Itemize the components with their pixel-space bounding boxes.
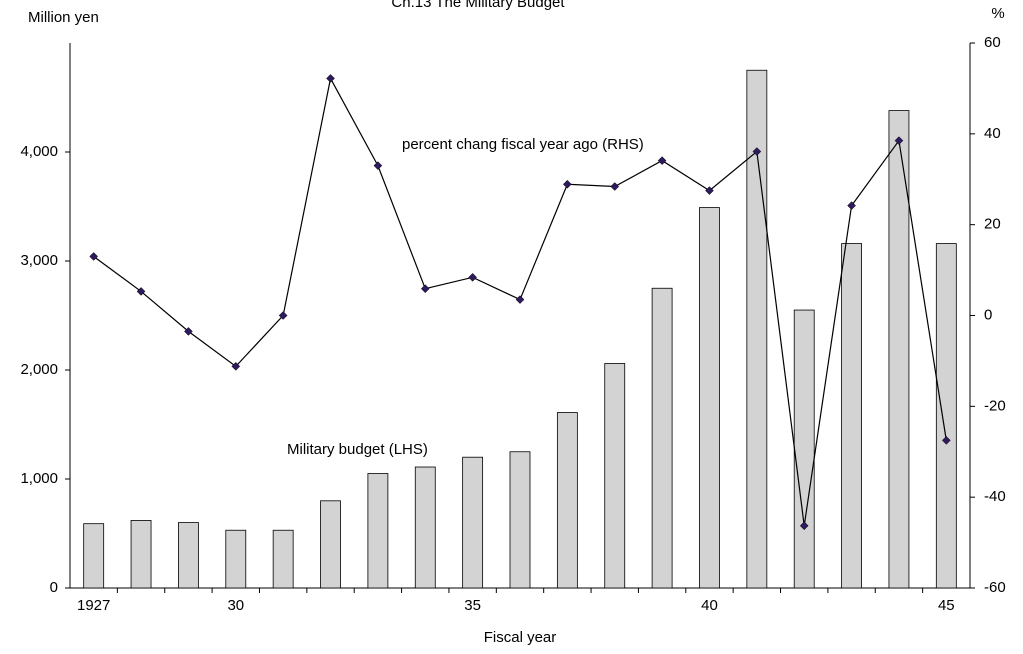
marker [420, 284, 430, 294]
y-tick-label: 2,000 [20, 361, 58, 378]
bar [320, 500, 341, 589]
y2-axis-label: % [991, 5, 1004, 22]
bar [462, 456, 484, 589]
bar [83, 523, 105, 589]
x-tick-label: 40 [701, 597, 718, 614]
series-label: percent chang fiscal year ago (RHS) [402, 136, 644, 153]
bar [272, 529, 294, 589]
bar [651, 287, 673, 589]
marker [278, 311, 288, 320]
bar [841, 243, 862, 589]
marker [941, 436, 951, 445]
marker [752, 147, 762, 156]
bar [225, 529, 247, 589]
y2-tick-label: -20 [984, 397, 1006, 414]
y2-tick-label: -60 [984, 579, 1006, 596]
marker [515, 295, 525, 304]
y2-tick-label: 40 [984, 125, 1001, 142]
y-tick-label: 1,000 [20, 470, 58, 487]
x-tick-label: 30 [227, 597, 244, 614]
y2-tick-label: 20 [984, 216, 1001, 233]
marker [468, 272, 477, 282]
bar [604, 363, 626, 589]
marker [326, 74, 335, 83]
marker [894, 136, 904, 145]
chart-title: Ch.13 The Military Budget [391, 0, 565, 11]
marker [563, 179, 572, 189]
bar [367, 473, 389, 589]
y-tick-label: 0 [50, 579, 58, 596]
bar [556, 412, 578, 589]
marker [610, 182, 620, 191]
bar [935, 243, 957, 589]
marker [184, 327, 193, 336]
bar [414, 466, 436, 589]
x-tick-label: 35 [464, 597, 481, 614]
marker [847, 201, 856, 210]
bar [888, 110, 910, 589]
marker [136, 287, 146, 296]
marker [89, 252, 99, 261]
y2-tick-label: -40 [984, 488, 1006, 505]
series-label: Military budget (LHS) [287, 441, 428, 458]
x-axis-label: Fiscal year [484, 629, 557, 646]
marker [705, 186, 714, 195]
bar [746, 69, 768, 589]
x-tick-label: 45 [938, 597, 955, 614]
bar [793, 309, 815, 589]
bar [509, 451, 531, 589]
bar [130, 520, 152, 589]
y-axis-label: Million yen [28, 9, 99, 26]
marker [373, 161, 383, 170]
y2-tick-label: 0 [984, 306, 992, 323]
bar [699, 207, 720, 589]
y-tick-label: 3,000 [20, 252, 58, 269]
y-tick-label: 4,000 [20, 143, 58, 160]
x-tick-label: 1927 [77, 597, 110, 614]
y2-tick-label: 60 [984, 34, 1001, 51]
marker [657, 156, 667, 165]
marker [799, 521, 809, 531]
bar [178, 522, 199, 589]
marker [231, 362, 241, 371]
